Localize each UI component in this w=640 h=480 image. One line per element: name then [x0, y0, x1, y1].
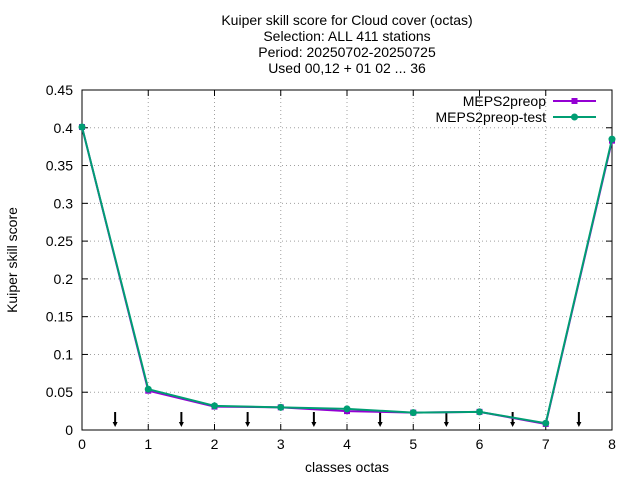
y-axis-label: Kuiper skill score — [4, 207, 20, 313]
x-tick-label: 4 — [343, 436, 351, 452]
threshold-arrow-head — [443, 422, 449, 427]
data-point — [78, 123, 86, 131]
legend-label: MEPS2preop — [463, 93, 546, 109]
y-tick-label: 0.45 — [46, 82, 73, 98]
data-point — [542, 419, 550, 427]
threshold-arrow-head — [178, 422, 184, 427]
title-line-3: Period: 20250702-20250725 — [258, 44, 436, 60]
threshold-arrow-head — [377, 422, 383, 427]
x-tick-labels: 0 1 2 3 4 5 6 7 8 — [78, 436, 616, 452]
y-tick-label: 0 — [65, 422, 73, 438]
series-line — [81, 126, 613, 426]
data-point — [608, 135, 616, 143]
legend-marker — [571, 98, 578, 104]
ticks — [81, 89, 613, 431]
threshold-arrow-head — [112, 422, 118, 427]
x-tick-label: 5 — [409, 436, 417, 452]
x-tick-label: 0 — [78, 436, 86, 452]
y-tick-label: 0.2 — [54, 271, 74, 287]
x-axis-label: classes octas — [305, 459, 389, 475]
x-tick-label: 7 — [542, 436, 550, 452]
grid — [82, 90, 612, 430]
x-tick-label: 3 — [277, 436, 285, 452]
x-tick-label: 6 — [476, 436, 484, 452]
series-group — [78, 123, 616, 427]
x-tick-label: 8 — [608, 436, 616, 452]
y-tick-label: 0.4 — [54, 120, 74, 136]
y-tick-label: 0.1 — [54, 346, 74, 362]
title-line-1: Kuiper skill score for Cloud cover (octa… — [221, 12, 472, 28]
threshold-arrow-head — [311, 422, 317, 427]
data-point — [343, 405, 351, 413]
title-line-4: Used 00,12 + 01 02 ... 36 — [268, 60, 426, 76]
y-tick-label: 0.05 — [46, 384, 73, 400]
threshold-arrow-head — [576, 422, 582, 427]
legend-marker — [571, 113, 578, 121]
y-tick-label: 0.15 — [46, 309, 73, 325]
chart-title: Kuiper skill score for Cloud cover (octa… — [221, 12, 472, 76]
y-tick-label: 0.35 — [46, 158, 73, 174]
data-point — [277, 403, 285, 411]
legend-label: MEPS2preop-test — [436, 109, 547, 125]
title-line-2: Selection: ALL 411 stations — [263, 28, 430, 44]
threshold-arrow-head — [245, 422, 251, 427]
data-point — [211, 402, 218, 410]
threshold-arrow-head — [510, 422, 516, 427]
data-point — [476, 408, 483, 416]
x-tick-label: 2 — [211, 436, 219, 452]
x-tick-label: 1 — [144, 436, 152, 452]
data-point — [144, 385, 152, 393]
data-point — [409, 409, 417, 417]
y-tick-label: 0.25 — [46, 233, 73, 249]
y-tick-labels: 0 0.05 0.1 0.15 0.2 0.25 0.3 0.35 0.4 0.45 — [46, 82, 73, 438]
y-tick-label: 0.3 — [54, 195, 74, 211]
